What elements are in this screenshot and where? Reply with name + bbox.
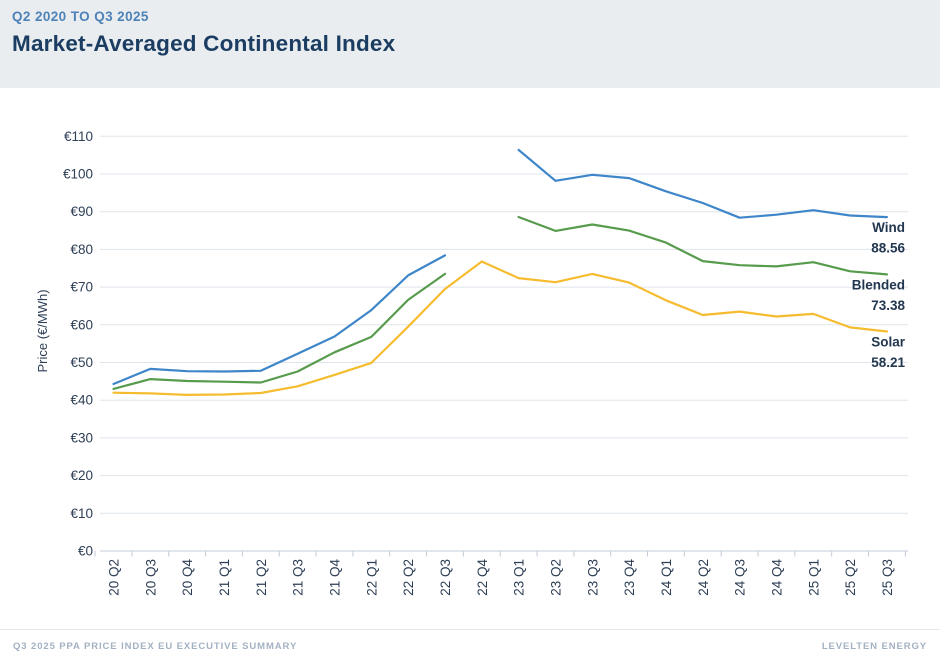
x-tick-label: 20 Q4 <box>180 559 195 596</box>
x-tick-label: 25 Q3 <box>880 559 895 596</box>
line-chart: €0 €10 €20 €30 €40 €50 €60 €70 €80 €90 €100 €110 20 … <box>0 85 940 630</box>
x-tick-label: 23 Q1 <box>512 559 527 596</box>
solar-series-label: Solar <box>871 335 906 350</box>
footer-left-text: Q3 2025 PPA PRICE INDEX EU EXECUTIVE SUM… <box>13 640 298 652</box>
blended-line <box>517 215 889 276</box>
x-tick-label: 20 Q2 <box>107 559 122 596</box>
y-tick-label: €30 <box>70 430 93 445</box>
wind-line <box>517 148 889 219</box>
y-tick-label: €100 <box>63 167 93 182</box>
chart-svg: €0 €10 €20 €30 €40 €50 €60 €70 €80 €90 €100 €110 20 … <box>35 129 908 596</box>
y-tick-label: €90 <box>70 204 93 219</box>
report-footer: Q3 2025 PPA PRICE INDEX EU EXECUTIVE SUM… <box>0 629 940 662</box>
y-tick-label: €0 <box>78 544 93 559</box>
y-axis-title: Price (€/MWh) <box>35 289 50 372</box>
x-tick-label: 22 Q4 <box>475 559 490 596</box>
x-tick-label: 21 Q1 <box>217 559 232 596</box>
report-header: Q2 2020 TO Q3 2025 Market-Averaged Conti… <box>0 0 940 88</box>
x-tick-label: 24 Q3 <box>733 559 748 596</box>
x-tick-label: 23 Q2 <box>548 559 563 596</box>
x-tick-label: 24 Q2 <box>696 559 711 596</box>
x-tick-label: 21 Q3 <box>291 559 306 596</box>
y-tick-label: €40 <box>70 393 93 408</box>
blended-series-label: Blended <box>852 277 905 292</box>
x-tick-label: 22 Q2 <box>401 559 416 596</box>
x-tick-label: 23 Q3 <box>585 559 600 596</box>
x-tick-label: 22 Q1 <box>364 559 379 596</box>
x-tick-label: 24 Q1 <box>659 559 674 596</box>
x-tick-label: 24 Q4 <box>769 559 784 596</box>
solar-line <box>112 260 889 396</box>
wind-series-label: Wind <box>872 220 905 235</box>
y-tick-label: €20 <box>70 468 93 483</box>
y-tick-label: €60 <box>70 317 93 332</box>
y-tick-label: €70 <box>70 280 93 295</box>
x-tick-label: 25 Q1 <box>806 559 821 596</box>
page-title: Market-Averaged Continental Index <box>12 31 396 56</box>
y-tick-label: €10 <box>70 506 93 521</box>
wind-line <box>112 254 447 386</box>
x-tick-label: 25 Q2 <box>843 559 858 596</box>
x-tick-label: 21 Q2 <box>254 559 269 596</box>
y-tick-label: €80 <box>70 242 93 257</box>
x-tick-label: 23 Q4 <box>622 559 637 596</box>
x-tick-label: 21 Q4 <box>327 559 342 596</box>
y-tick-label: €50 <box>70 355 93 370</box>
footer-right-text: LEVELTEN ENERGY <box>821 640 927 652</box>
wind-series-value: 88.56 <box>871 241 905 256</box>
blended-line <box>112 272 447 390</box>
solar-series-value: 58.21 <box>871 355 905 370</box>
x-tick-label: 22 Q3 <box>438 559 453 596</box>
blended-series-value: 73.38 <box>871 298 905 313</box>
x-tick-label: 20 Q3 <box>143 559 158 596</box>
date-range-subtitle: Q2 2020 TO Q3 2025 <box>12 9 149 24</box>
y-tick-label: €110 <box>64 129 93 144</box>
